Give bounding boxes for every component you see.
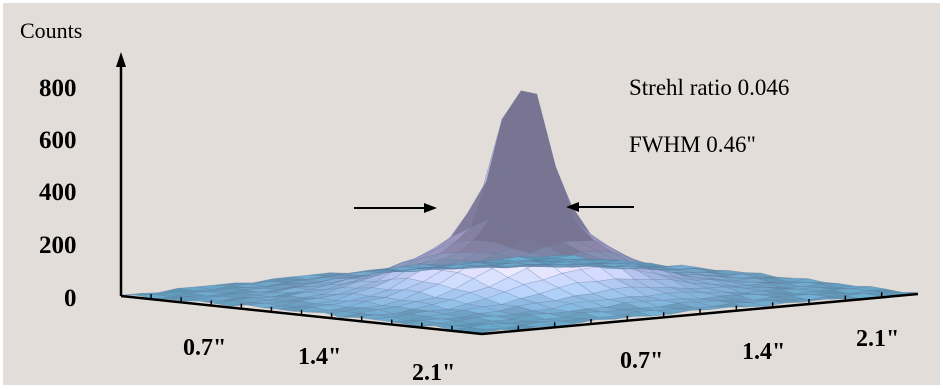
z-tick-label: 0 bbox=[64, 285, 77, 312]
surface-facet bbox=[569, 258, 605, 260]
surface-facet bbox=[663, 264, 699, 270]
psf-surface bbox=[120, 90, 919, 334]
surface-facet bbox=[836, 285, 871, 289]
x-tick-label: 0.7" bbox=[183, 335, 226, 361]
y-tick-label: 0.7" bbox=[620, 348, 663, 374]
fwhm-arrowhead-left bbox=[424, 203, 437, 213]
axes bbox=[116, 52, 919, 336]
z-tick-label: 400 bbox=[39, 179, 77, 206]
surface-facet bbox=[742, 272, 777, 278]
surface-facet bbox=[647, 264, 683, 268]
fwhm-arrows bbox=[354, 202, 634, 213]
fwhm-arrowhead-right bbox=[566, 202, 579, 212]
fwhm-annotation: FWHM 0.46" bbox=[629, 132, 756, 157]
surface-facet bbox=[553, 254, 589, 260]
surface-facet bbox=[851, 286, 887, 292]
y-tick-label: 1.4" bbox=[742, 339, 785, 365]
z-tick-label: 800 bbox=[39, 75, 77, 102]
surface-facet bbox=[679, 267, 715, 271]
surface-facet bbox=[710, 270, 746, 275]
z-axis-arrowhead bbox=[116, 52, 126, 67]
z-tick-label: 600 bbox=[39, 127, 77, 154]
z-tick-label: 200 bbox=[39, 232, 77, 259]
z-axis-label: Counts bbox=[20, 18, 82, 43]
y-tick-label: 2.1" bbox=[856, 326, 899, 352]
surface-facet bbox=[600, 260, 636, 264]
x-tick-label: 1.4" bbox=[298, 344, 341, 370]
surface-facet bbox=[789, 278, 824, 283]
x-tick-label: 2.1" bbox=[412, 360, 455, 386]
axis-minor-ticks bbox=[150, 292, 883, 331]
strehl-annotation: Strehl ratio 0.046 bbox=[629, 75, 789, 100]
surface-facet bbox=[537, 254, 573, 259]
surface-facet bbox=[616, 261, 652, 265]
